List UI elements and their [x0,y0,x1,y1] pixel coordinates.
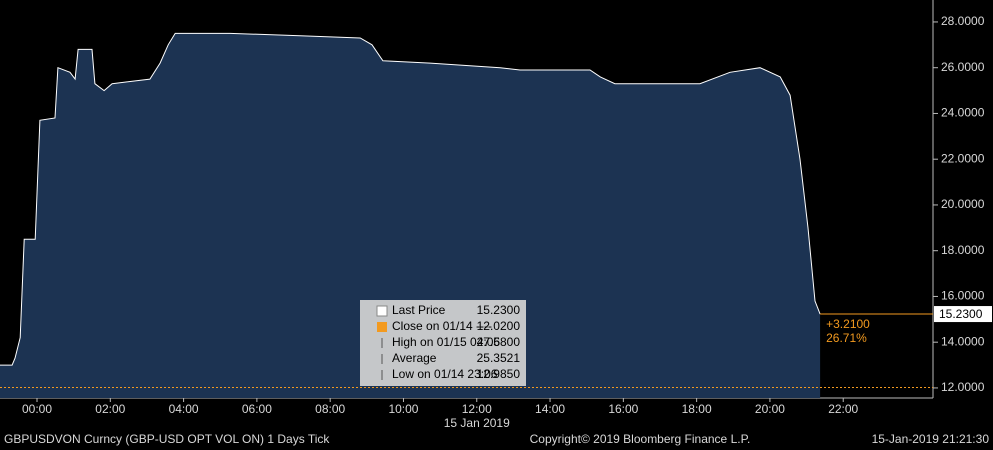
footer-center: Copyright© 2019 Bloomberg Finance L.P. [530,432,751,446]
legend-value: 12.0200 [477,319,521,333]
legend-label: Last Price [392,303,446,317]
legend-value: 12.9850 [477,367,521,381]
x-tick-label: 10:00 [388,402,418,416]
last-price-tag [934,306,992,323]
change-label: +3.2100 [826,317,870,331]
legend-value: 25.3521 [477,351,521,365]
footer-left: GBPUSDVON Curncy (GBP-USD OPT VOL ON) 1 … [4,432,330,446]
area-fill [0,33,821,399]
y-tick-label: 12.0000 [941,380,985,394]
x-tick-label: 04:00 [169,402,199,416]
legend-value: 15.2300 [477,303,521,317]
y-tick-label: 28.0000 [941,14,985,28]
legend-swatch [376,305,388,317]
legend-label: Close on 01/14 ---- [392,319,492,333]
x-tick-label: 22:00 [828,402,858,416]
legend-label: Low on 01/14 23:06 [392,367,498,381]
price-line [0,32,821,366]
y-tick-label: 16.0000 [941,289,985,303]
legend-label: Average [392,351,437,365]
legend-swatch [377,322,387,332]
legend-value: 27.5800 [477,335,521,349]
y-tick-label: 24.0000 [941,106,985,120]
legend: Last Price 15.2300 Close on 01/14 ----12.0… [360,300,526,386]
x-tick-label: 16:00 [608,402,638,416]
x-date-label: 15 Jan 2019 [444,416,510,430]
y-tick-label: 18.0000 [941,243,985,257]
legend-label: High on 01/15 04:06 [392,335,500,349]
x-tick-label: 00:00 [22,402,52,416]
y-tick-label: 20.0000 [941,197,985,211]
x-tick-label: 14:00 [535,402,565,416]
x-tick-label: 08:00 [315,402,345,416]
y-tick-label: 22.0000 [941,151,985,165]
x-tick-label: 02:00 [95,402,125,416]
y-tick-label: 26.0000 [941,60,985,74]
y-tick-label: 14.0000 [941,334,985,348]
x-tick-label: 06:00 [242,402,272,416]
change-label: 26.71% [826,331,867,345]
x-tick-label: 20:00 [755,402,785,416]
x-tick-label: 18:00 [682,402,712,416]
last-price-label: 15.2300 [939,307,983,321]
legend-box [360,300,526,386]
footer-right: 15-Jan-2019 21:21:30 [872,432,990,446]
x-tick-label: 12:00 [462,402,492,416]
